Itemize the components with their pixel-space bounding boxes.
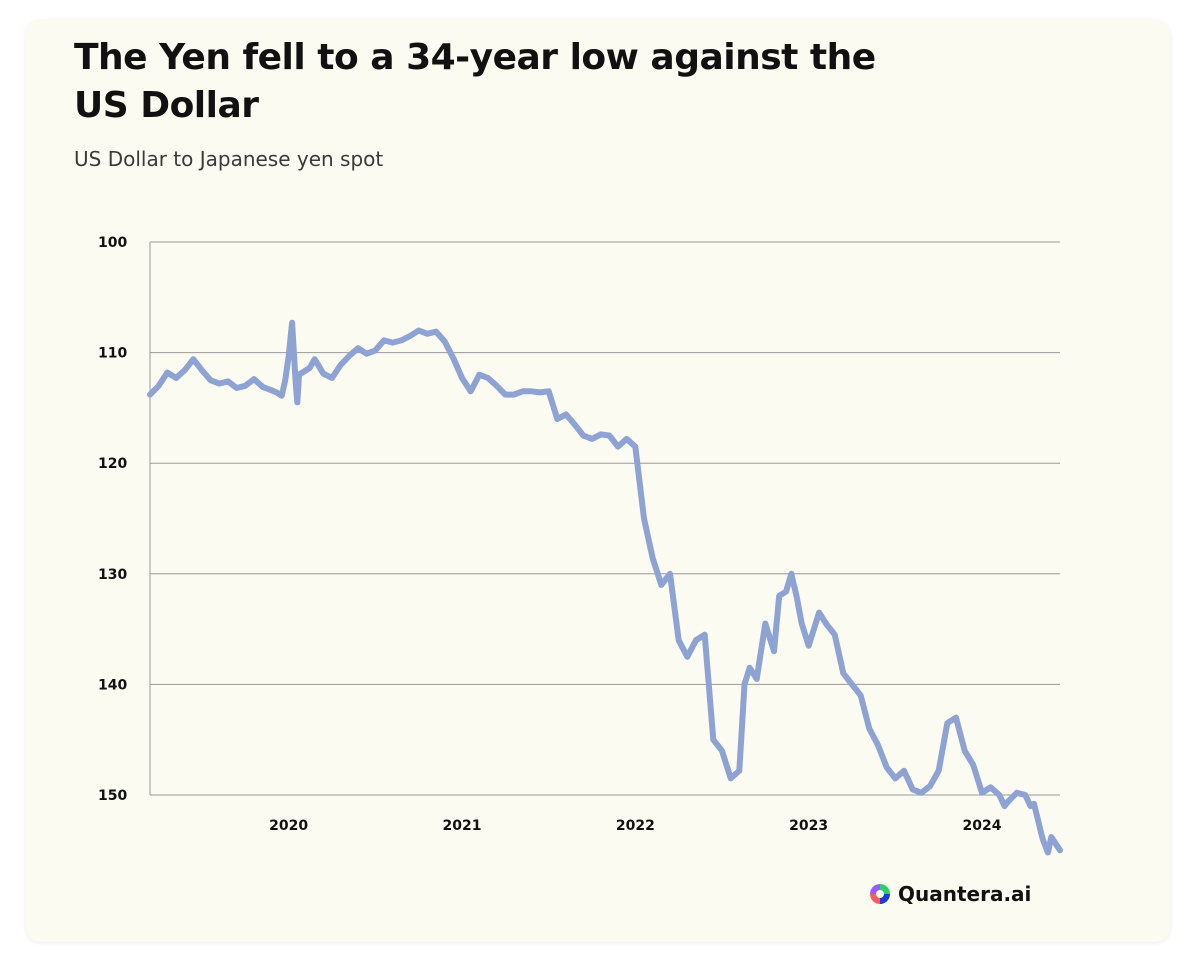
y-tick-label: 100 (98, 235, 127, 251)
y-tick-label: 110 (98, 346, 127, 362)
y-tick-label: 140 (98, 677, 127, 693)
y-tick-label: 130 (98, 567, 127, 583)
x-tick-label: 2024 (963, 818, 1002, 834)
series-line-0 (147, 319, 1063, 856)
series-layer (147, 319, 1063, 856)
y-axis-ticks: 100 110 120 130 140 150 (98, 235, 127, 804)
x-tick-label: 2022 (616, 818, 655, 834)
y-tick-label: 120 (98, 456, 127, 472)
gridlines (149, 241, 1060, 796)
x-tick-label: 2023 (789, 818, 828, 834)
quantera-logo-icon (870, 884, 890, 904)
chart-title: The Yen fell to a 34-year low against th… (74, 37, 876, 126)
x-tick-label: 2021 (443, 818, 482, 834)
x-axis-ticks: 2020 2021 2022 2023 2024 (269, 818, 1002, 834)
brand-name: Quantera.ai (898, 882, 1032, 906)
y-tick-label: 150 (98, 788, 127, 804)
x-tick-label: 2020 (269, 818, 308, 834)
brand: Quantera.ai (868, 880, 1031, 908)
chart-subtitle: US Dollar to Japanese yen spot (74, 147, 384, 171)
